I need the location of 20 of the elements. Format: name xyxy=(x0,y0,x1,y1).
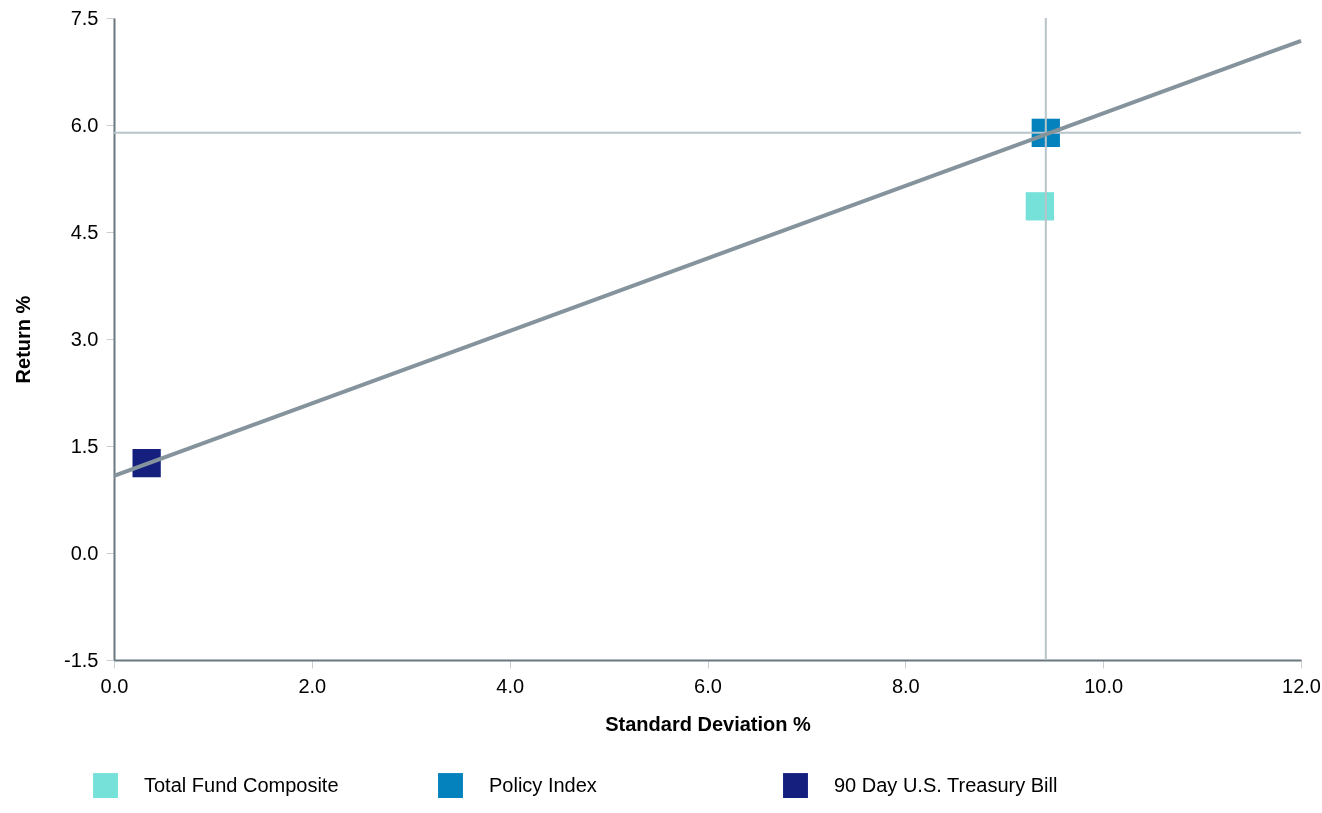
y-tick-label: 7.5 xyxy=(70,6,99,29)
y-tick-label: 0.0 xyxy=(70,541,99,564)
point xyxy=(1025,192,1054,221)
x-tick-label: 6.0 xyxy=(694,674,722,697)
x-tick-label: 0.0 xyxy=(100,674,129,697)
x-tick-label: 8.0 xyxy=(891,674,920,697)
legend-label: Policy Index xyxy=(489,773,597,796)
legend-label: 90 Day U.S. Treasury Bill xyxy=(834,773,1058,796)
y-axis-title: Return % xyxy=(12,295,35,384)
x-tick-label: 10.0 xyxy=(1084,674,1124,697)
x-tick-label: 12.0 xyxy=(1282,674,1321,697)
y-tick-label: 1.5 xyxy=(70,434,99,457)
y-tick-label: 4.5 xyxy=(70,220,99,243)
y-tick-label: 6.0 xyxy=(70,113,99,136)
x-tick-label: 4.0 xyxy=(496,674,525,697)
x-axis-title: Standard Deviation % xyxy=(605,712,812,735)
legend-label: Total Fund Composite xyxy=(144,773,339,796)
x-tick-label: 2.0 xyxy=(298,674,327,697)
y-tick-label: 3.0 xyxy=(70,327,99,350)
y-tick-label: -1.5 xyxy=(64,648,99,671)
